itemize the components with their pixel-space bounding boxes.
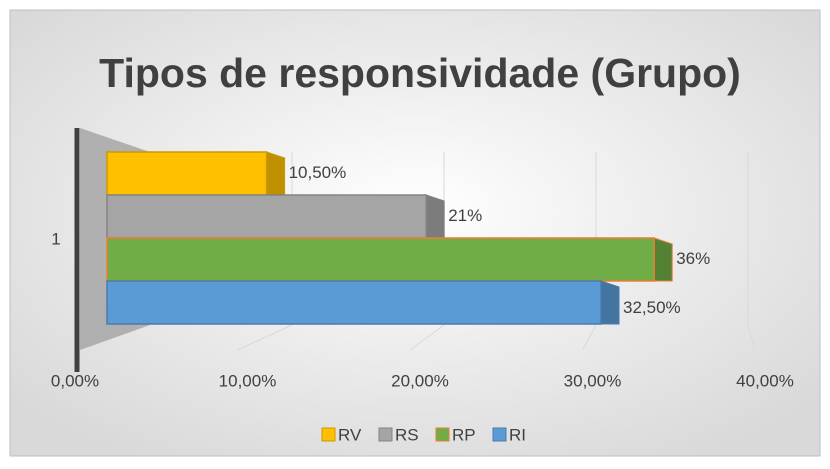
grid-line: [747, 324, 756, 351]
bar-side: [266, 151, 286, 196]
x-tick-label: 30,00%: [564, 371, 622, 390]
bar: [106, 237, 655, 282]
chart-title: Tipos de responsividade (Grupo): [99, 50, 741, 96]
x-tick-label: 20,00%: [391, 371, 449, 390]
legend-swatch: [492, 427, 507, 442]
bar: [106, 151, 268, 196]
legend-swatch: [435, 427, 450, 442]
category-label: 1: [51, 229, 60, 248]
data-label: 32,50%: [623, 298, 681, 317]
x-tick-label: 40,00%: [736, 371, 794, 390]
legend-label: RI: [509, 425, 526, 444]
x-tick-label: 0,00%: [51, 371, 99, 390]
legend-swatch: [378, 427, 393, 442]
bar: [106, 194, 427, 239]
grid-line: [409, 324, 445, 351]
bar: [106, 280, 602, 325]
legend-label: RV: [338, 425, 362, 444]
bar-side: [653, 237, 673, 282]
legend-swatch: [321, 427, 336, 442]
x-tick-label: 10,00%: [219, 371, 277, 390]
grid-line: [237, 324, 293, 351]
legend-label: RP: [452, 425, 476, 444]
data-label: 36%: [676, 249, 710, 268]
grid-line: [582, 324, 597, 351]
bar-side: [425, 194, 445, 239]
data-label: 21%: [448, 206, 482, 225]
bar-side: [600, 280, 620, 325]
legend-label: RS: [395, 425, 419, 444]
data-label: 10,50%: [289, 163, 347, 182]
